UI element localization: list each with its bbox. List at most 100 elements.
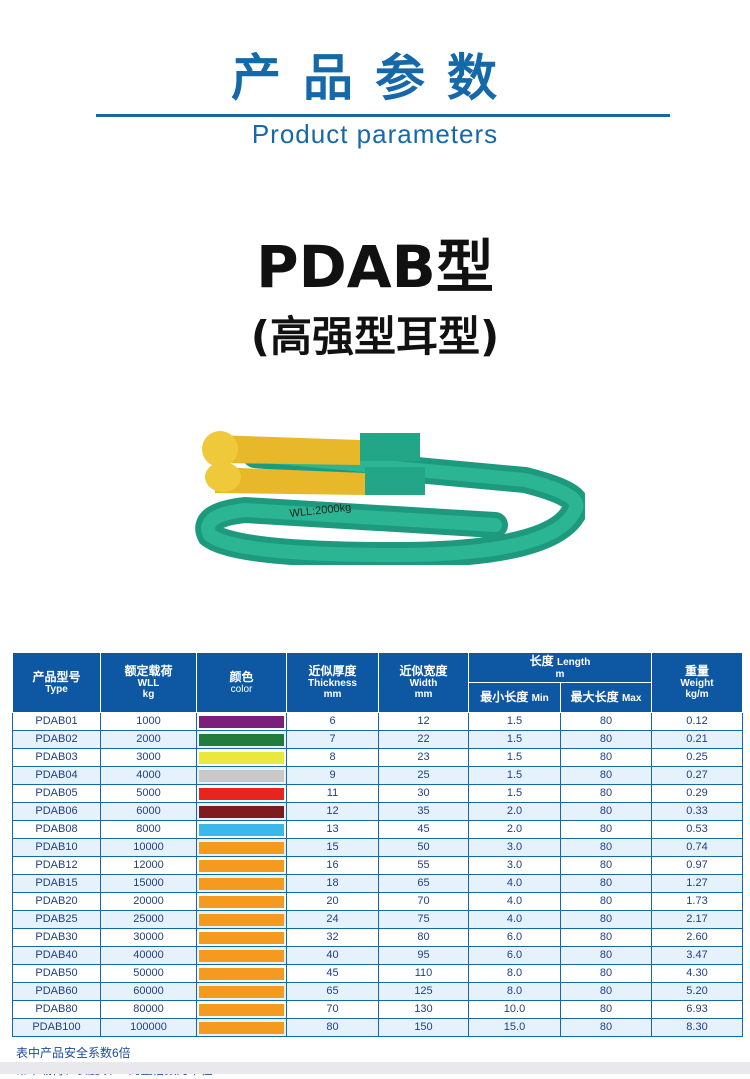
cell-min: 1.5 [468, 784, 561, 803]
cell-thick: 9 [286, 766, 379, 785]
cell-wll: 1000 [100, 712, 197, 731]
cell-weight: 2.17 [651, 910, 743, 929]
table-row: PDAB50 50000 45 110 8.0 80 4.30 [12, 964, 743, 983]
table-row: PDAB02 2000 7 22 1.5 80 0.21 [12, 730, 743, 749]
cell-min: 3.0 [468, 838, 561, 857]
cell-weight: 6.93 [651, 1000, 743, 1019]
cell-thick: 40 [286, 946, 379, 965]
cell-weight: 1.27 [651, 874, 743, 893]
cell-wll: 6000 [100, 802, 197, 821]
cell-wll: 80000 [100, 1000, 197, 1019]
table-row: PDAB80 80000 70 130 10.0 80 6.93 [12, 1000, 743, 1019]
cell-max: 80 [560, 946, 652, 965]
header-wll: 额定载荷 WLL kg [100, 652, 197, 713]
cell-weight: 0.25 [651, 748, 743, 767]
color-cell [196, 946, 287, 965]
table-row: PDAB08 8000 13 45 2.0 80 0.53 [12, 820, 743, 839]
table-row: PDAB40 40000 40 95 6.0 80 3.47 [12, 946, 743, 965]
cell-wll: 15000 [100, 874, 197, 893]
cell-max: 80 [560, 856, 652, 875]
cell-wll: 4000 [100, 766, 197, 785]
color-swatch [199, 1003, 284, 1016]
color-cell [196, 856, 287, 875]
color-swatch [199, 967, 284, 980]
color-cell [196, 820, 287, 839]
cell-type: PDAB40 [12, 946, 101, 965]
header-max-length: 最大长度 Max [560, 682, 652, 713]
color-cell [196, 1000, 287, 1019]
cell-thick: 11 [286, 784, 379, 803]
cell-min: 8.0 [468, 964, 561, 983]
cell-min: 6.0 [468, 928, 561, 947]
cell-min: 15.0 [468, 1018, 561, 1037]
color-swatch [199, 787, 284, 800]
cell-max: 80 [560, 820, 652, 839]
cell-width: 22 [378, 730, 469, 749]
header-width: 近似宽度 Width mm [378, 652, 469, 713]
table-row: PDAB04 4000 9 25 1.5 80 0.27 [12, 766, 743, 785]
color-cell [196, 748, 287, 767]
table-row: PDAB15 15000 18 65 4.0 80 1.27 [12, 874, 743, 893]
cell-min: 2.0 [468, 802, 561, 821]
table-row: PDAB30 30000 32 80 6.0 80 2.60 [12, 928, 743, 947]
color-swatch [199, 769, 284, 782]
color-swatch [199, 895, 284, 908]
cell-width: 50 [378, 838, 469, 857]
cell-width: 70 [378, 892, 469, 911]
cell-width: 12 [378, 712, 469, 731]
cell-max: 80 [560, 982, 652, 1001]
color-swatch [199, 715, 284, 728]
cell-thick: 70 [286, 1000, 379, 1019]
cell-type: PDAB04 [12, 766, 101, 785]
cell-thick: 7 [286, 730, 379, 749]
cell-weight: 1.73 [651, 892, 743, 911]
cell-max: 80 [560, 802, 652, 821]
color-swatch [199, 931, 284, 944]
cell-width: 25 [378, 766, 469, 785]
cell-type: PDAB50 [12, 964, 101, 983]
cell-width: 30 [378, 784, 469, 803]
cell-max: 80 [560, 892, 652, 911]
header-thickness: 近似厚度 Thickness mm [286, 652, 379, 713]
cell-width: 125 [378, 982, 469, 1001]
cell-type: PDAB30 [12, 928, 101, 947]
cell-max: 80 [560, 748, 652, 767]
color-swatch [199, 913, 284, 926]
cell-type: PDAB20 [12, 892, 101, 911]
cell-min: 1.5 [468, 730, 561, 749]
color-swatch [199, 877, 284, 890]
cell-max: 80 [560, 766, 652, 785]
cell-wll: 40000 [100, 946, 197, 965]
cell-min: 6.0 [468, 946, 561, 965]
color-swatch [199, 823, 284, 836]
cell-wll: 100000 [100, 1018, 197, 1037]
color-cell [196, 730, 287, 749]
cell-wll: 5000 [100, 784, 197, 803]
cell-wll: 12000 [100, 856, 197, 875]
cell-max: 80 [560, 874, 652, 893]
cell-thick: 24 [286, 910, 379, 929]
cell-max: 80 [560, 1000, 652, 1019]
color-cell [196, 784, 287, 803]
table-row: PDAB03 3000 8 23 1.5 80 0.25 [12, 748, 743, 767]
table-row: PDAB12 12000 16 55 3.0 80 0.97 [12, 856, 743, 875]
cell-min: 8.0 [468, 982, 561, 1001]
cell-thick: 13 [286, 820, 379, 839]
color-cell [196, 802, 287, 821]
color-swatch [199, 1021, 284, 1034]
cell-max: 80 [560, 730, 652, 749]
cell-type: PDAB06 [12, 802, 101, 821]
color-cell [196, 928, 287, 947]
cell-weight: 4.30 [651, 964, 743, 983]
cell-weight: 2.60 [651, 928, 743, 947]
color-cell [196, 766, 287, 785]
table-row: PDAB10 10000 15 50 3.0 80 0.74 [12, 838, 743, 857]
note-safety-factor: 表中产品安全系数6倍 [16, 1046, 131, 1060]
cell-wll: 20000 [100, 892, 197, 911]
cell-type: PDAB25 [12, 910, 101, 929]
cell-type: PDAB100 [12, 1018, 101, 1037]
parameters-table: 产品型号 Type 额定载荷 WLL kg 颜色 color 近似厚度 Thickness… [12, 652, 743, 1037]
cell-weight: 0.27 [651, 766, 743, 785]
cell-width: 110 [378, 964, 469, 983]
cell-type: PDAB08 [12, 820, 101, 839]
